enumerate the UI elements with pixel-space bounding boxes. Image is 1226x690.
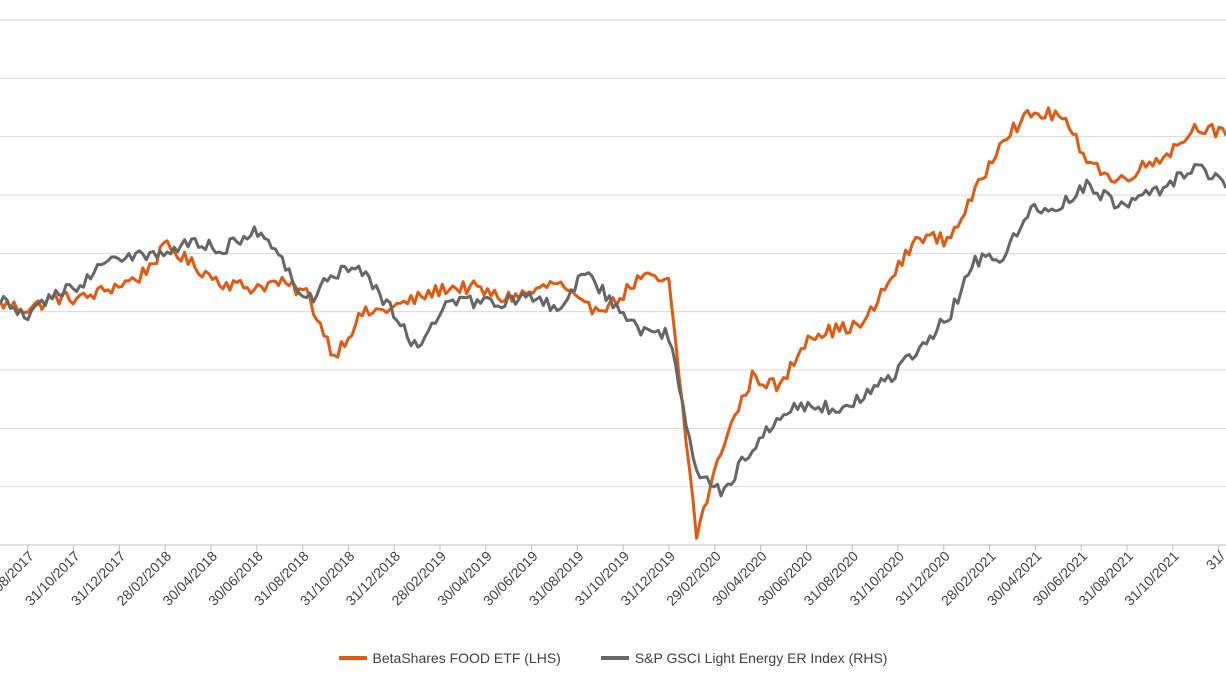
legend-item-gsci: S&P GSCI Light Energy ER Index (RHS) <box>600 650 888 666</box>
legend-swatch-gray <box>600 656 629 660</box>
line-chart-plot: /201731/08/201731/10/201731/12/201728/02… <box>0 19 1226 609</box>
legend-label-gsci: S&P GSCI Light Energy ER Index (RHS) <box>634 650 888 666</box>
series-line-gsci <box>0 163 1226 498</box>
x-tick-label: 31/ <box>1203 548 1226 573</box>
legend-label-food-etf: BetaShares FOOD ETF (LHS) <box>372 650 561 666</box>
legend: BetaShares FOOD ETF (LHS) S&P GSCI Light… <box>0 650 1226 666</box>
legend-swatch-orange <box>338 656 367 660</box>
legend-item-food-etf: BetaShares FOOD ETF (LHS) <box>338 650 561 666</box>
series-line-food-etf <box>0 106 1226 540</box>
